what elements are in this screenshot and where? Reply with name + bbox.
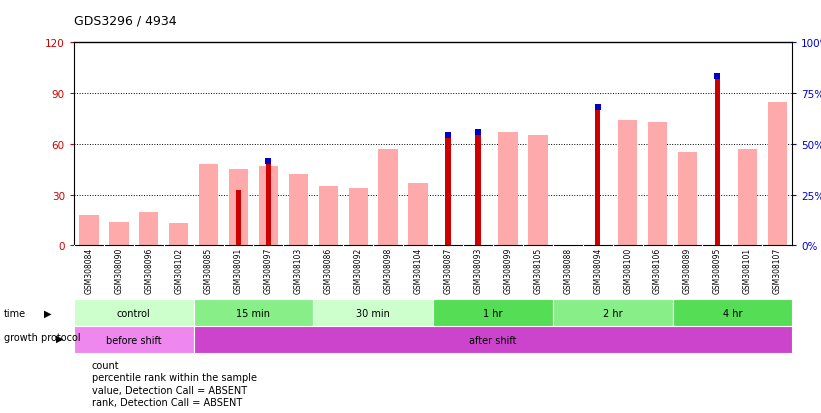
Bar (139, 212, 158, 246)
Bar (618, 121, 637, 246)
Bar (236, 190, 241, 246)
Text: control: control (117, 308, 150, 318)
Bar (594, 104, 601, 110)
Text: GSM308091: GSM308091 (234, 247, 243, 294)
Bar (595, 107, 600, 246)
Text: value, Detection Call = ABSENT: value, Detection Call = ABSENT (92, 385, 247, 395)
Text: GDS3296 / 4934: GDS3296 / 4934 (74, 14, 177, 27)
Text: GSM308107: GSM308107 (773, 247, 782, 294)
Text: 1 hr: 1 hr (484, 308, 502, 318)
Bar (74, 299, 194, 326)
Bar (678, 153, 697, 246)
Text: after shift: after shift (469, 335, 516, 345)
Bar (289, 175, 308, 246)
Text: GSM308104: GSM308104 (414, 247, 423, 294)
Text: GSM308102: GSM308102 (174, 247, 183, 293)
Bar (498, 133, 517, 246)
Bar (194, 299, 314, 326)
Text: 2 hr: 2 hr (603, 308, 622, 318)
Bar (714, 74, 720, 80)
Bar (169, 224, 188, 246)
Text: ▶: ▶ (44, 308, 51, 318)
Text: GSM308103: GSM308103 (294, 247, 303, 294)
Text: GSM308089: GSM308089 (683, 247, 692, 294)
Bar (259, 166, 278, 246)
Text: GSM308086: GSM308086 (323, 247, 333, 294)
Bar (648, 123, 667, 246)
Text: GSM308092: GSM308092 (354, 247, 363, 294)
Bar (265, 159, 272, 164)
Bar (475, 133, 480, 246)
Bar (199, 165, 218, 246)
Text: time: time (4, 308, 26, 318)
Text: GSM308088: GSM308088 (563, 247, 572, 293)
Text: GSM308090: GSM308090 (114, 247, 123, 294)
Text: GSM308098: GSM308098 (383, 247, 392, 294)
Bar (475, 130, 481, 136)
Text: 15 min: 15 min (236, 308, 270, 318)
Bar (194, 326, 792, 353)
Bar (109, 222, 129, 246)
Text: GSM308093: GSM308093 (474, 247, 483, 294)
Bar (378, 150, 398, 246)
Bar (229, 170, 248, 246)
Text: GSM308094: GSM308094 (594, 247, 603, 294)
Text: ▶: ▶ (56, 332, 63, 343)
Bar (408, 183, 428, 246)
Bar (74, 326, 194, 353)
Bar (266, 161, 271, 246)
Text: GSM308106: GSM308106 (653, 247, 662, 294)
Text: GSM308100: GSM308100 (623, 247, 632, 294)
Text: GSM308085: GSM308085 (204, 247, 213, 294)
Bar (79, 216, 99, 246)
Text: rank, Detection Call = ABSENT: rank, Detection Call = ABSENT (92, 397, 242, 407)
Bar (553, 299, 672, 326)
Bar (528, 136, 548, 246)
Text: GSM308099: GSM308099 (503, 247, 512, 294)
Bar (445, 133, 451, 139)
Text: growth protocol: growth protocol (4, 332, 80, 343)
Text: GSM308095: GSM308095 (713, 247, 722, 294)
Text: 30 min: 30 min (356, 308, 390, 318)
Bar (319, 187, 338, 246)
Text: GSM308084: GSM308084 (85, 247, 94, 294)
Bar (768, 102, 787, 246)
Bar (737, 150, 757, 246)
Bar (314, 299, 433, 326)
Bar (715, 77, 720, 246)
Bar (445, 136, 451, 246)
Bar (672, 299, 792, 326)
Bar (349, 188, 368, 246)
Text: GSM308105: GSM308105 (534, 247, 543, 294)
Text: 4 hr: 4 hr (722, 308, 742, 318)
Text: percentile rank within the sample: percentile rank within the sample (92, 373, 257, 382)
Text: GSM308097: GSM308097 (264, 247, 273, 294)
Text: before shift: before shift (106, 335, 162, 345)
Bar (433, 299, 553, 326)
Text: GSM308087: GSM308087 (443, 247, 452, 294)
Text: GSM308096: GSM308096 (144, 247, 154, 294)
Text: count: count (92, 360, 120, 370)
Text: GSM308101: GSM308101 (743, 247, 752, 293)
